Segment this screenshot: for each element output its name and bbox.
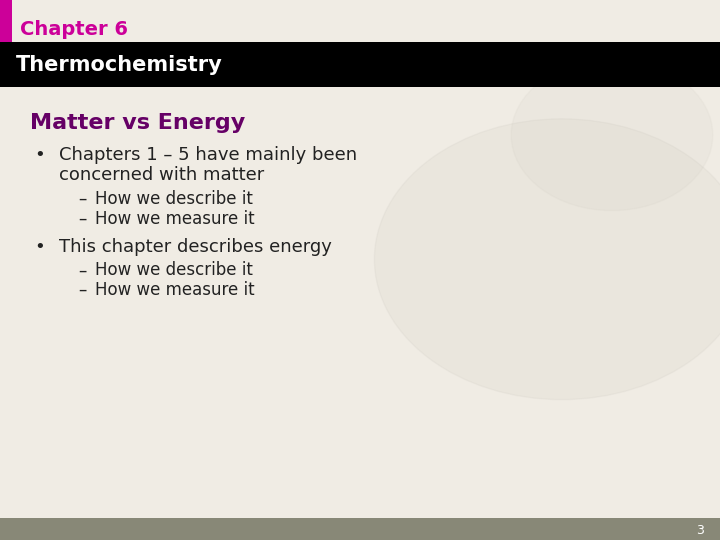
Text: –: – bbox=[78, 210, 86, 227]
Text: –: – bbox=[78, 281, 86, 299]
FancyBboxPatch shape bbox=[0, 518, 720, 540]
FancyBboxPatch shape bbox=[0, 42, 720, 87]
Text: Chapters 1 – 5 have mainly been: Chapters 1 – 5 have mainly been bbox=[59, 146, 357, 164]
Circle shape bbox=[374, 119, 720, 400]
Text: –: – bbox=[78, 261, 86, 279]
Text: How we describe it: How we describe it bbox=[95, 261, 253, 279]
Text: Chapter 6: Chapter 6 bbox=[20, 20, 128, 39]
Text: This chapter describes energy: This chapter describes energy bbox=[59, 238, 332, 255]
Text: Matter vs Energy: Matter vs Energy bbox=[30, 113, 246, 133]
Text: •: • bbox=[35, 238, 45, 255]
Text: concerned with matter: concerned with matter bbox=[59, 166, 264, 184]
Text: How we measure it: How we measure it bbox=[95, 281, 255, 299]
Text: Thermochemistry: Thermochemistry bbox=[16, 55, 222, 76]
Text: 3: 3 bbox=[696, 524, 704, 537]
Text: How we describe it: How we describe it bbox=[95, 190, 253, 208]
FancyBboxPatch shape bbox=[0, 0, 12, 69]
Text: How we measure it: How we measure it bbox=[95, 210, 255, 227]
Circle shape bbox=[511, 59, 713, 211]
Text: –: – bbox=[78, 190, 86, 208]
Text: •: • bbox=[35, 146, 45, 164]
